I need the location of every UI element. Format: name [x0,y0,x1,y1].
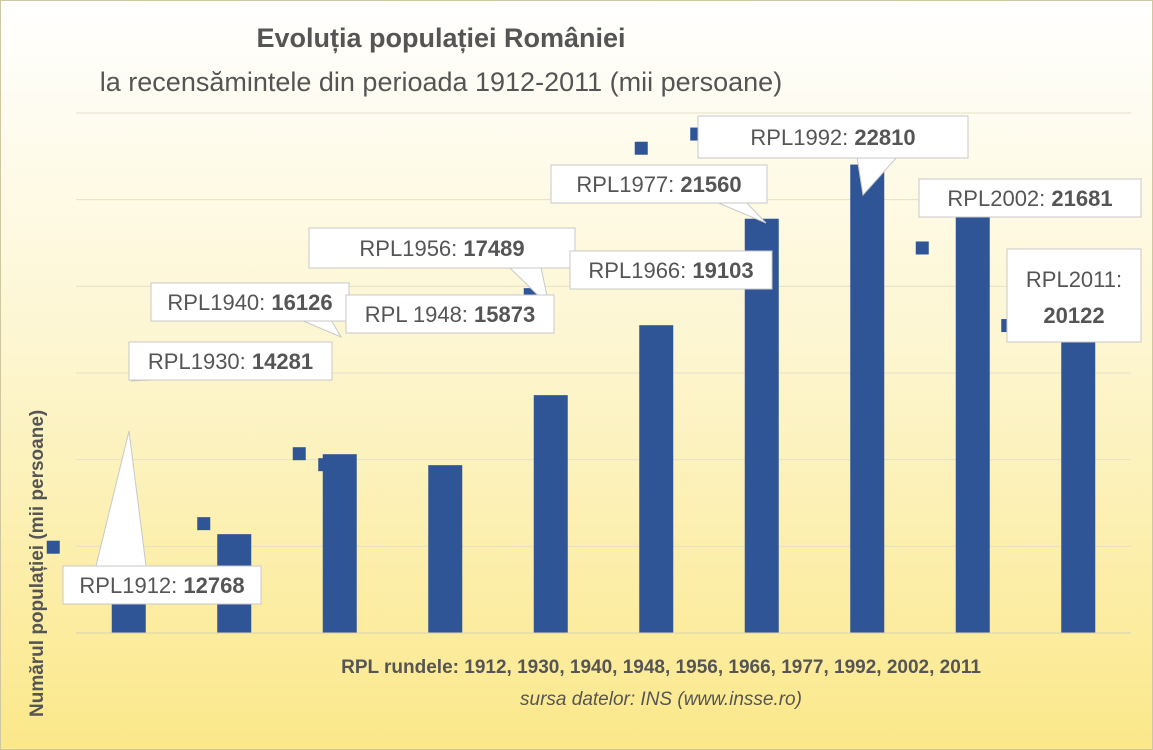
bar-2002 [955,213,990,634]
data-label-prefix: RPL1956: [359,236,463,261]
data-label-prefix: RPL1977: [576,172,680,197]
data-label-box [918,178,1142,218]
data-label-1977: RPL1977: 21560 [550,164,768,204]
data-label-text: RPL1956: 17489 [359,236,524,261]
data-label-1940: RPL1940: 16126 [150,282,350,322]
marker-1912 [46,540,60,554]
data-label-box [345,294,555,334]
data-label-value: 17489 [463,236,524,261]
data-label-1966: RPL1966: 19103 [569,250,773,290]
data-label-box [1006,248,1142,343]
data-label-text: RPL 1948: 15873 [365,302,535,327]
data-label-box [569,250,773,290]
data-label-prefix: RPL 1948: [365,302,474,327]
data-label-box [128,341,333,381]
callout-pointer [95,430,147,567]
data-label-box [550,164,768,204]
callout-pointer [300,319,343,339]
bar-1940 [322,454,357,633]
data-label-box [697,115,969,159]
x-axis-label: RPL rundele: 1912, 1930, 1940, 1948, 195… [341,657,981,678]
data-source: sursa datelor: INS (www.insse.ro) [520,689,802,710]
data-label-text: RPL1977: 21560 [576,172,741,197]
bar-1992 [850,164,885,634]
data-label-value: 22810 [854,125,915,150]
data-label-text: RPL2002: 21681 [947,186,1112,211]
data-label-prefix: RPL1966: [588,258,692,283]
bar-1948 [428,465,463,633]
data-label-value: 20122 [1043,303,1104,328]
data-label-1930: RPL1930: 14281 [128,341,333,381]
data-label-value: 12768 [183,573,244,598]
marker-1977 [634,141,648,155]
data-label-text: RPL1966: 19103 [588,258,753,283]
data-label-prefix: RPL1912: [79,573,183,598]
data-label-2011: RPL2011: 20122 [1006,248,1142,343]
data-label-1948: RPL 1948: 15873 [345,294,555,334]
data-label-prefix: RPL1940: [167,290,271,315]
data-label-1956: RPL1956: 17489 [308,227,576,269]
chart-subtitle: la recensămintele din perioada 1912-2011… [99,67,783,97]
data-label-prefix: RPL2002: [947,186,1051,211]
data-label-prefix: RPL1992: [750,125,854,150]
data-label-prefix: RPL2011: [1026,267,1122,292]
data-label-box [62,565,262,605]
data-label-box [150,282,350,322]
data-label-text: RPL1930: 14281 [148,349,313,374]
marker-1930 [197,517,211,531]
bar-1912 [111,599,146,633]
bar-1956 [533,395,568,633]
data-label-value: 21560 [680,172,741,197]
data-label-prefix: RPL1930: [148,349,252,374]
callout-pointer [715,201,767,224]
marker-1940 [292,447,306,461]
marker-1948 [318,458,332,472]
data-label-text: RPL1940: 16126 [167,290,332,315]
chart-title: Evoluția populației României [256,23,626,53]
data-label-value: 16126 [271,290,332,315]
data-label-value: 14281 [252,349,313,374]
data-label-value: 19103 [692,258,753,283]
data-label-2002: RPL2002: 21681 [918,178,1142,218]
data-label-1992: RPL1992: 22810 [697,115,969,159]
marker-2002 [915,241,929,255]
data-label-text: RPL1992: 22810 [750,125,915,150]
data-label-box [308,227,576,269]
data-label-text: RPL1912: 12768 [79,573,244,598]
bar-1966 [639,325,674,633]
data-label-value: 15873 [474,302,535,327]
data-label-value: 21681 [1051,186,1112,211]
data-label-1912: RPL1912: 12768 [62,565,262,605]
